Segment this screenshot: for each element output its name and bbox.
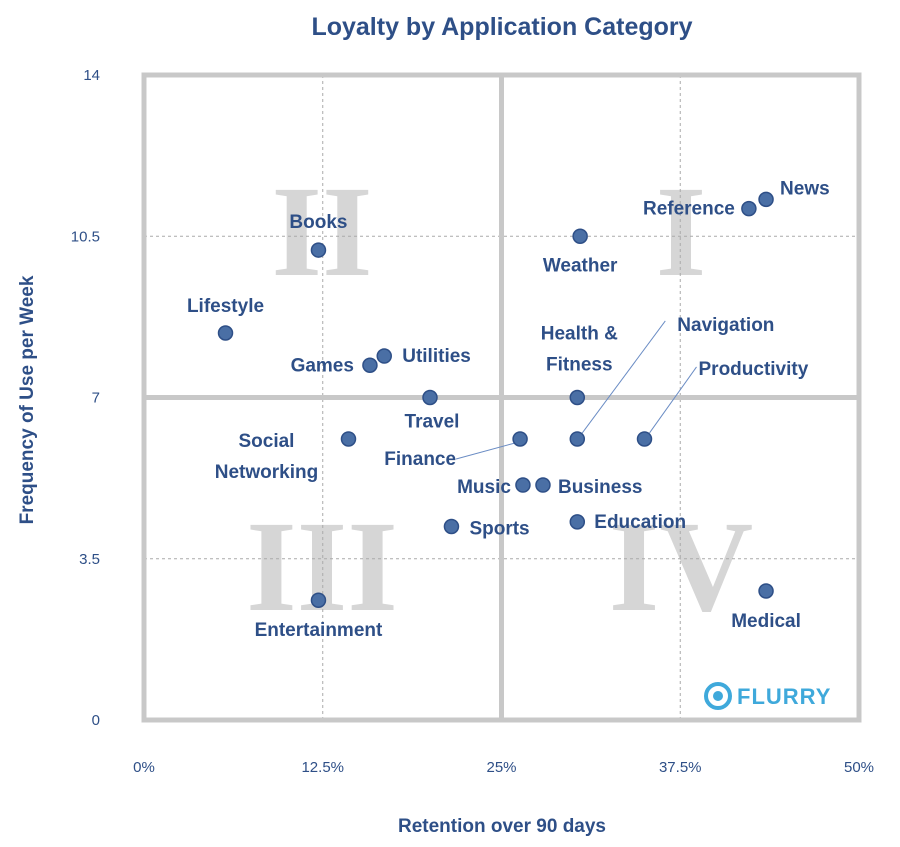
y-tick-label: 7 bbox=[92, 390, 100, 407]
y-tick-label: 0 bbox=[92, 712, 100, 729]
point-books bbox=[310, 242, 327, 258]
quadrant-label-3: III bbox=[246, 495, 398, 639]
point-label-social-networking: Social Networking bbox=[215, 431, 318, 483]
chart-title: Loyalty by Application Category bbox=[311, 13, 692, 41]
grid bbox=[144, 75, 859, 720]
data-points bbox=[217, 191, 774, 608]
point-label-health-fitness: Health & Fitness bbox=[541, 324, 618, 376]
point-label-music: Music bbox=[457, 477, 511, 498]
point-health-fitness bbox=[569, 389, 586, 406]
point-sports bbox=[443, 518, 460, 535]
point-lifestyle bbox=[217, 325, 234, 341]
flurry-logo: FLURRY bbox=[704, 682, 831, 710]
leader-line-navigation bbox=[581, 320, 666, 434]
quadrant-label-1: I bbox=[656, 160, 707, 304]
flurry-logo-text: FLURRY bbox=[737, 684, 831, 709]
point-label-reference: Reference bbox=[643, 199, 735, 220]
point-productivity bbox=[636, 431, 653, 447]
point-travel bbox=[422, 389, 438, 406]
point-label-finance: Finance bbox=[384, 449, 456, 470]
point-label-education: Education bbox=[594, 512, 686, 533]
y-tick-label: 3.5 bbox=[79, 551, 100, 568]
point-music bbox=[515, 477, 531, 493]
point-label-line: Networking bbox=[215, 462, 318, 483]
point-weather bbox=[572, 228, 588, 244]
x-axis-title: Retention over 90 days bbox=[398, 816, 606, 837]
point-label-lifestyle: Lifestyle bbox=[187, 296, 264, 317]
y-tick-label: 14 bbox=[83, 67, 100, 84]
quadrant-label-2: II bbox=[271, 160, 372, 304]
point-label-entertainment: Entertainment bbox=[255, 620, 383, 641]
point-label-games: Games bbox=[291, 355, 354, 376]
leader-line-finance bbox=[455, 442, 516, 460]
point-medical bbox=[758, 583, 774, 599]
point-labels: News Reference Weather Books Lifestyle Utilit… bbox=[187, 178, 830, 641]
x-tick-label: 25% bbox=[486, 759, 516, 776]
point-utilities bbox=[376, 348, 392, 364]
tick-labels: 0% 12.5% 25% 37.5% 50% 0 3.5 7 10.5 14 bbox=[71, 67, 874, 776]
point-label-books: Books bbox=[289, 212, 347, 233]
point-label-line: Health & bbox=[541, 324, 618, 345]
point-reference bbox=[741, 200, 757, 217]
plot-frame bbox=[141, 72, 862, 723]
point-games bbox=[362, 357, 378, 373]
point-label-line: Fitness bbox=[546, 355, 613, 376]
point-label-line: Social bbox=[238, 431, 294, 452]
point-business bbox=[535, 477, 551, 493]
x-tick-label: 50% bbox=[844, 759, 874, 776]
point-education bbox=[569, 514, 586, 530]
leader-line-productivity bbox=[649, 366, 697, 434]
point-navigation bbox=[569, 431, 586, 447]
x-tick-label: 0% bbox=[133, 759, 155, 776]
point-label-travel: Travel bbox=[405, 412, 460, 433]
flurry-logo-icon-inner bbox=[713, 691, 723, 701]
point-label-productivity: Productivity bbox=[699, 359, 809, 380]
point-label-utilities: Utilities bbox=[402, 346, 471, 367]
point-entertainment bbox=[310, 592, 327, 608]
point-label-navigation: Navigation bbox=[677, 315, 774, 336]
quadrant-label-4: IV bbox=[609, 495, 753, 639]
flurry-logo-icon bbox=[704, 682, 732, 710]
point-label-news: News bbox=[780, 178, 830, 199]
point-label-weather: Weather bbox=[543, 255, 618, 276]
point-label-medical: Medical bbox=[731, 611, 801, 632]
point-label-business: Business bbox=[558, 477, 642, 498]
point-label-sports: Sports bbox=[469, 519, 529, 540]
point-finance bbox=[512, 431, 528, 447]
point-news bbox=[758, 191, 774, 208]
point-social-networking bbox=[340, 431, 357, 447]
y-tick-label: 10.5 bbox=[71, 228, 100, 245]
x-tick-label: 12.5% bbox=[301, 759, 344, 776]
y-axis-title: Frequency of Use per Week bbox=[17, 275, 38, 524]
x-tick-label: 37.5% bbox=[659, 759, 702, 776]
leader-lines bbox=[455, 320, 697, 460]
